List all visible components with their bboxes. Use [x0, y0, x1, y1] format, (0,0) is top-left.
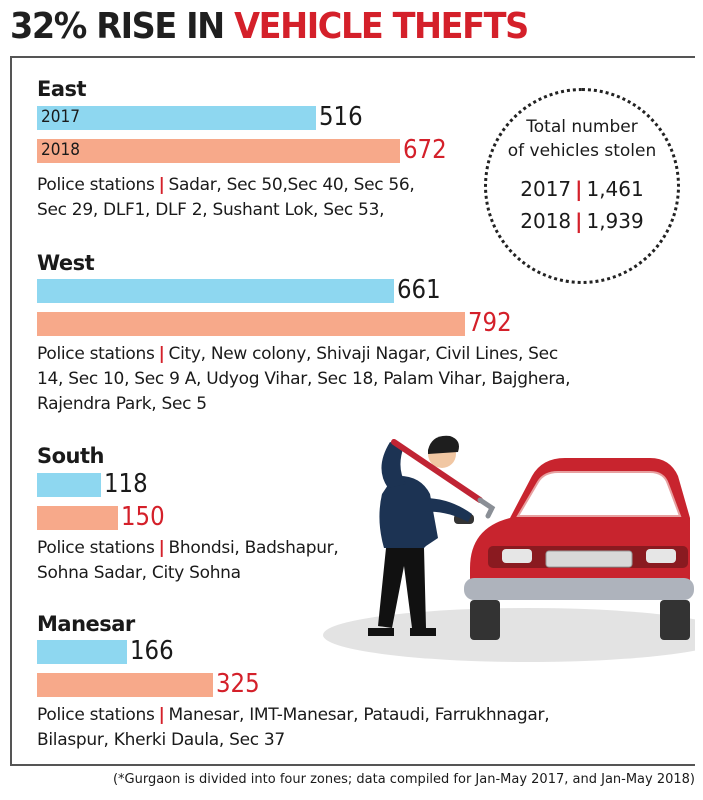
totals-row-2017: 2017 | 1,461: [487, 177, 677, 201]
totals-callout: Total number of vehicles stolen 2017 | 1,4…: [484, 88, 680, 284]
totals-year: 2017: [520, 177, 572, 201]
stations-list: Bhondsi, Badshapur,: [168, 538, 339, 558]
headline-lead: 32% RISE IN: [10, 6, 225, 47]
stations-line: 14, Sec 10, Sec 9 A, Udyog Vihar, Sec 18…: [37, 369, 571, 389]
zone-title-south: South: [37, 444, 105, 468]
bar-west-2017: [37, 279, 394, 303]
separator-bar-icon: |: [575, 209, 583, 233]
zone-title-west: West: [37, 251, 95, 275]
bar-value-west-2018: 792: [467, 308, 512, 338]
bar-value-east-2018: 672: [402, 135, 447, 165]
stations-manesar: Police stations | Manesar, IMT-Manesar, Pa…: [37, 703, 550, 753]
thief-breaking-into-car-illustration: [323, 435, 695, 662]
stations-label: Police stations: [37, 538, 155, 558]
bar-year-label-2018: 2018: [41, 140, 80, 160]
zone-title-manesar: Manesar: [37, 612, 135, 636]
bar-value-manesar-2017: 166: [129, 636, 174, 666]
stations-list: Manesar, IMT-Manesar, Pataudi, Farrukhna…: [168, 705, 550, 725]
stations-line: Sec 29, DLF1, DLF 2, Sushant Lok, Sec 53…: [37, 200, 385, 220]
bar-east-2017: 2017: [37, 106, 316, 130]
chart-panel-frame: [10, 56, 695, 766]
bar-value-south-2017: 118: [103, 469, 148, 499]
bar-manesar-2018: [37, 673, 213, 697]
separator-bar-icon: |: [158, 344, 165, 364]
headline-accent: VEHICLE THEFTS: [234, 6, 529, 47]
stations-east: Police stations | Sadar, Sec 50,Sec 40, Se…: [37, 173, 415, 223]
totals-heading-line1: Total number: [526, 117, 638, 137]
stations-line: Police stations | Sadar, Sec 50,Sec 40, Se…: [37, 173, 415, 198]
bar-year-label-2017: 2017: [41, 107, 80, 127]
separator-bar-icon: |: [575, 177, 583, 201]
bar-south-2018: [37, 506, 118, 530]
stations-list: City, New colony, Shivaji Nagar, Civil L…: [168, 344, 559, 364]
bar-value-manesar-2018: 325: [215, 669, 260, 699]
totals-value: 1,461: [586, 177, 644, 201]
bar-value-west-2017: 661: [396, 275, 441, 305]
stations-south: Police stations | Bhondsi, Badshapur, Sohn…: [37, 536, 339, 586]
totals-row-2018: 2018 | 1,939: [487, 209, 677, 233]
headline: 32% RISE IN VEHICLE THEFTS: [10, 6, 529, 47]
stations-west: Police stations | City, New colony, Shivaj…: [37, 342, 571, 417]
thief-figure-icon: [368, 435, 472, 636]
stations-line: Bilaspur, Kherki Daula, Sec 37: [37, 730, 285, 750]
stations-line: Sohna Sadar, City Sohna: [37, 563, 241, 583]
stations-label: Police stations: [37, 175, 155, 195]
separator-bar-icon: |: [158, 538, 165, 558]
totals-year: 2018: [520, 209, 572, 233]
totals-heading: Total number of vehicles stolen: [487, 115, 677, 163]
separator-bar-icon: |: [158, 705, 165, 725]
stations-line: Police stations | City, New colony, Shivaj…: [37, 342, 570, 367]
stations-line: Police stations | Manesar, IMT-Manesar, Pa…: [37, 703, 550, 728]
bar-west-2018: [37, 312, 465, 336]
stations-label: Police stations: [37, 344, 155, 364]
stations-list: Sadar, Sec 50,Sec 40, Sec 56,: [168, 175, 415, 195]
bar-east-2018: 2018: [37, 139, 400, 163]
crowbar-icon: [391, 439, 496, 519]
bar-value-east-2017: 516: [318, 102, 363, 132]
separator-bar-icon: |: [158, 175, 165, 195]
bar-value-south-2018: 150: [121, 502, 165, 532]
zone-title-east: East: [37, 77, 87, 101]
totals-heading-line2: of vehicles stolen: [507, 141, 657, 161]
bar-manesar-2017: [37, 640, 127, 664]
stations-label: Police stations: [37, 705, 155, 725]
footnote: (*Gurgaon is divided into four zones; da…: [112, 772, 695, 787]
stations-line: Rajendra Park, Sec 5: [37, 394, 207, 414]
car-icon: [454, 458, 694, 640]
totals-value: 1,939: [586, 209, 644, 233]
bar-south-2017: [37, 473, 101, 497]
stations-line: Police stations | Bhondsi, Badshapur,: [37, 536, 339, 561]
